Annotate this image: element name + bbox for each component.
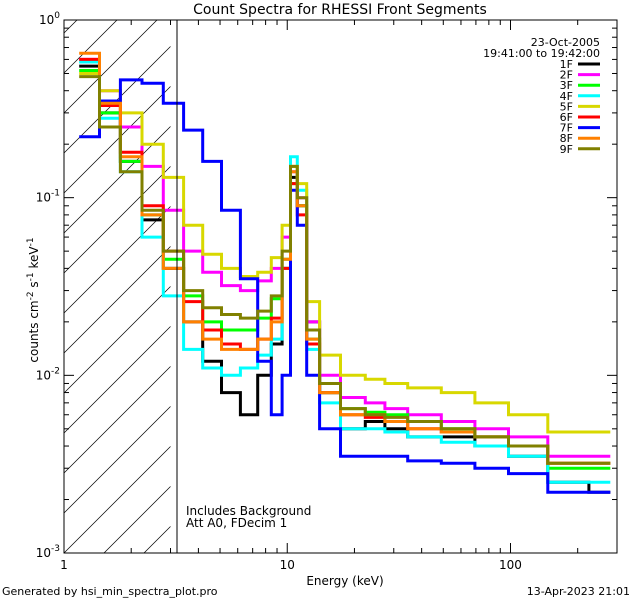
hatch-line [64, 20, 158, 114]
x-tick-label: 1 [60, 558, 68, 572]
y-axis-label: counts cm-2 s-1 keV-1 [26, 237, 41, 362]
y-tick-label: 100 [39, 11, 60, 27]
generated-by-text: Generated by hsi_min_spectra_plot.pro [2, 585, 218, 598]
x-axis: 1 10 100 [60, 20, 618, 572]
hatch-line [64, 405, 171, 514]
legend-label: 9F [560, 143, 573, 156]
series-9F [79, 75, 611, 465]
legend-label: 8F [560, 132, 573, 145]
x-tick-label: 10 [280, 558, 295, 572]
annotation-attenuator: Att A0, FDecim 1 [186, 516, 287, 530]
hatch-line [64, 285, 171, 394]
y-tick-label: 10-1 [36, 189, 60, 205]
annotation-background: Includes Background [186, 504, 311, 518]
plot-frame [63, 19, 618, 554]
hatch-line [64, 445, 171, 553]
hatch-line [224, 20, 640, 553]
y-label-part: counts cm [27, 300, 41, 362]
legend-label: 7F [560, 122, 573, 135]
series-6F [79, 57, 611, 465]
legend-label: 3F [560, 79, 573, 92]
x-axis-label: Energy (keV) [306, 574, 383, 588]
legend-label: 1F [560, 58, 573, 71]
legend-label: 6F [560, 111, 573, 124]
hatch-line [64, 85, 171, 194]
hatch-line [64, 245, 171, 354]
legend-label: 5F [560, 100, 573, 113]
chart-date: 23-Oct-2005 [531, 36, 600, 49]
y-tick-label: 10-2 [36, 366, 60, 382]
y-tick-label: 10-3 [36, 544, 60, 560]
series-lines [79, 51, 611, 494]
legend-label: 2F [560, 69, 573, 82]
y-label-exp: -2 [26, 291, 36, 300]
hatched-region [64, 20, 640, 553]
footer-timestamp: 13-Apr-2023 21:01 [526, 585, 630, 598]
legend-label: 4F [560, 90, 573, 103]
y-axis: 10-3 10-2 10-1 100 [36, 11, 617, 560]
hatch-line [64, 45, 171, 154]
y-label-part: keV [27, 246, 41, 273]
series-7F [79, 78, 611, 494]
x-tick-label: 100 [499, 558, 522, 572]
y-label-exp: -1 [26, 272, 36, 281]
hatch-line [64, 165, 171, 274]
series-4F [79, 60, 611, 484]
chart-title: Count Spectra for RHESSI Front Segments [193, 2, 487, 18]
y-label-part: s [27, 281, 41, 291]
hatch-line [64, 205, 171, 314]
y-label-exp: -1 [26, 237, 36, 246]
hatch-line [64, 365, 171, 474]
chart-time-range: 19:41:00 to 19:42:00 [483, 47, 600, 60]
